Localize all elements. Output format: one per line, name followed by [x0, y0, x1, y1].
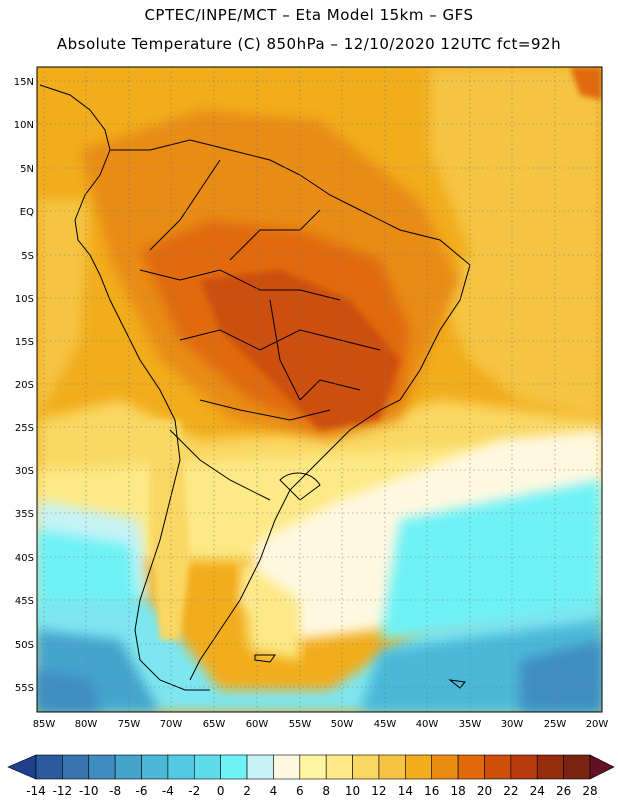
lon-label: 35W	[459, 719, 482, 730]
lat-label: 50S	[15, 640, 34, 651]
colorbar-label: 24	[530, 784, 545, 798]
colorbar-swatch	[62, 754, 90, 780]
lon-label: 20W	[586, 719, 609, 730]
lon-label: 55W	[289, 719, 312, 730]
lon-label: 65W	[203, 719, 226, 730]
colorbar-label: 2	[243, 784, 251, 798]
lon-label: 50W	[331, 719, 354, 730]
colorbar-label: -2	[188, 784, 200, 798]
colorbar-arrow-left	[7, 754, 37, 780]
colorbar-label: -12	[53, 784, 73, 798]
latitude-labels: 15N 10N 5N EQ 5S 10S 15S 20S 25S 30S 35S…	[14, 77, 34, 694]
lat-label: 10N	[14, 120, 34, 131]
lat-label: 5S	[21, 251, 34, 262]
colorbar-swatch	[167, 754, 195, 780]
colorbar-label: -4	[162, 784, 174, 798]
longitude-labels: 85W 80W 75W 70W 65W 60W 55W 50W 45W 40W …	[33, 719, 609, 730]
map-title-line2: Absolute Temperature (C) 850hPa – 12/10/…	[56, 35, 562, 53]
lon-label: 60W	[246, 719, 269, 730]
lat-label: 25S	[15, 423, 34, 434]
colorbar-swatch	[563, 754, 591, 780]
colorbar-label: -6	[136, 784, 148, 798]
colorbar-swatch	[246, 754, 274, 780]
colorbar-swatch	[193, 754, 221, 780]
colorbar-swatch	[141, 754, 169, 780]
colorbar-swatch	[457, 754, 485, 780]
colorbar-swatch	[431, 754, 459, 780]
lat-label: EQ	[20, 207, 34, 218]
colorbar-label: 6	[296, 784, 304, 798]
colorbar-label: 8	[322, 784, 330, 798]
colorbar-arrow-right	[589, 754, 615, 780]
lat-label: 10S	[15, 294, 34, 305]
lon-label: 85W	[33, 719, 56, 730]
colorbar-swatch	[510, 754, 538, 780]
lat-label: 40S	[15, 553, 34, 564]
colorbar-swatch	[484, 754, 512, 780]
colorbar-label: 28	[582, 784, 597, 798]
colorbar-swatch	[352, 754, 380, 780]
map-frame	[36, 66, 603, 713]
colorbar-label: 16	[424, 784, 439, 798]
colorbar-label: -10	[79, 784, 99, 798]
lat-label: 45S	[15, 596, 34, 607]
colorbar-label: 20	[477, 784, 492, 798]
colorbar-swatch	[325, 754, 353, 780]
coastlines	[39, 84, 471, 691]
lon-label: 25W	[544, 719, 567, 730]
lon-label: 80W	[75, 719, 98, 730]
colorbar-swatch	[378, 754, 406, 780]
lat-label: 20S	[15, 380, 34, 391]
lat-label: 15N	[14, 77, 34, 88]
colorbar-swatch	[220, 754, 248, 780]
temperature-field	[37, 67, 602, 712]
colorbar-label: 0	[217, 784, 225, 798]
colorbar-swatch	[536, 754, 564, 780]
colorbar-label: 26	[556, 784, 571, 798]
colorbar-swatch	[88, 754, 116, 780]
lon-label: 45W	[374, 719, 397, 730]
colorbar-swatch	[35, 754, 63, 780]
lon-label: 40W	[416, 719, 439, 730]
lat-label: 35S	[15, 509, 34, 520]
colorbar-label: 10	[345, 784, 360, 798]
lon-label: 30W	[501, 719, 524, 730]
lat-label: 55S	[15, 683, 34, 694]
lon-label: 75W	[118, 719, 141, 730]
colorbar-swatch	[299, 754, 327, 780]
colorbar-swatch	[273, 754, 301, 780]
colorbar-label: 12	[371, 784, 386, 798]
lon-label: 70W	[160, 719, 183, 730]
colorbar-swatch	[114, 754, 142, 780]
colorbar-swatch	[405, 754, 433, 780]
colorbar-label: 14	[398, 784, 413, 798]
map-title-line1: CPTEC/INPE/MCT – Eta Model 15km – GFS	[144, 6, 474, 24]
colorbar-label: -8	[109, 784, 121, 798]
colorbar-label: 18	[450, 784, 465, 798]
lat-label: 5N	[20, 164, 34, 175]
lat-label: 30S	[15, 466, 34, 477]
colorbar-label: -14	[26, 784, 46, 798]
colorbar-label: 22	[503, 784, 518, 798]
lat-label: 15S	[15, 337, 34, 348]
colorbar-label: 4	[270, 784, 278, 798]
colorbar: -14 -12 -10 -8 -6 -4 -2 0 2 4 6 8 10 12 14 16 18 20 22 24 26…	[7, 754, 615, 798]
